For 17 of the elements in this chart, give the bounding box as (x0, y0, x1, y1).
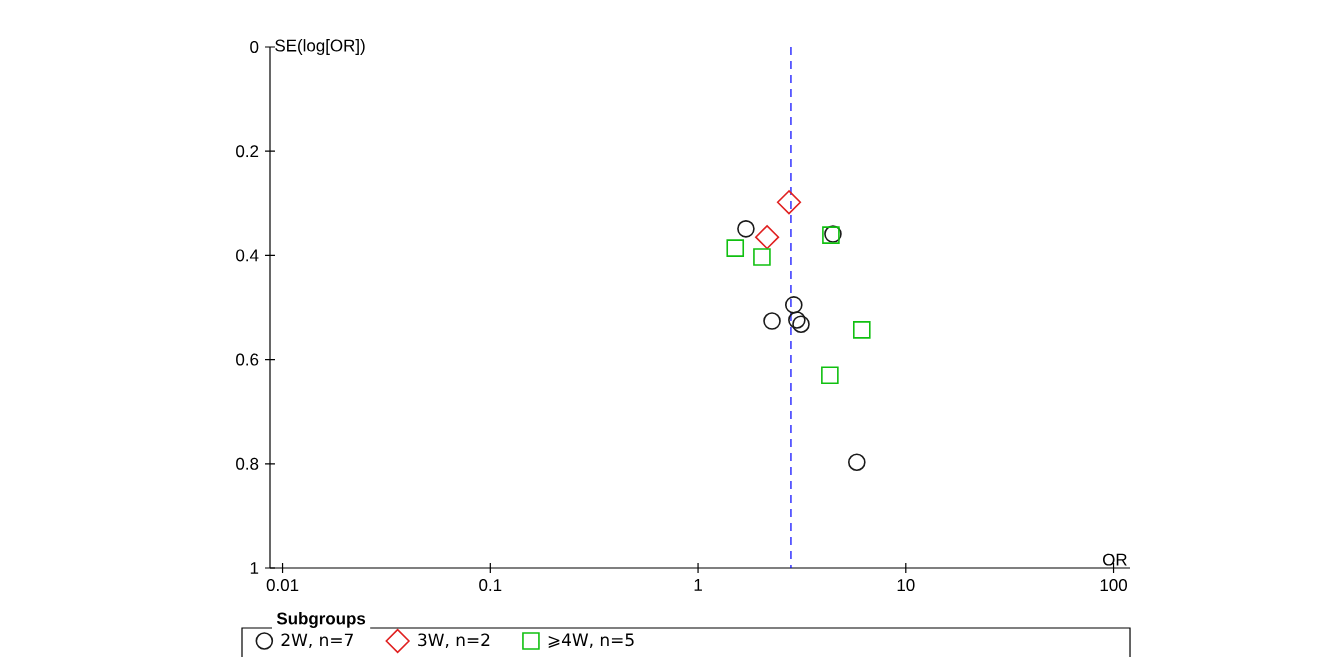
legend-title: Subgroups (276, 612, 366, 628)
legend-label: ⩾4W, n=5 (548, 633, 634, 648)
x-tick-label: 0.1 (479, 579, 502, 592)
y-tick-label: 0.6 (236, 353, 259, 366)
legend-label: 3W, n=2 (418, 633, 490, 648)
x-tick-label: 1 (694, 579, 702, 591)
y-tick-label: 0.8 (236, 457, 259, 470)
x-axis-title: OR (1103, 553, 1127, 566)
legend-label: 2W, n=7 (281, 633, 353, 648)
y-axis-title: SE(log[OR]) (275, 39, 365, 55)
y-tick-label: 0.2 (236, 145, 259, 158)
y-tick-label: 1 (250, 562, 259, 574)
x-tick-label: 0.01 (266, 579, 299, 592)
x-tick-label: 100 (1100, 579, 1127, 592)
y-tick-label: 0 (250, 41, 259, 53)
y-tick-label: 0.4 (236, 249, 259, 262)
x-tick-label: 10 (897, 579, 915, 592)
